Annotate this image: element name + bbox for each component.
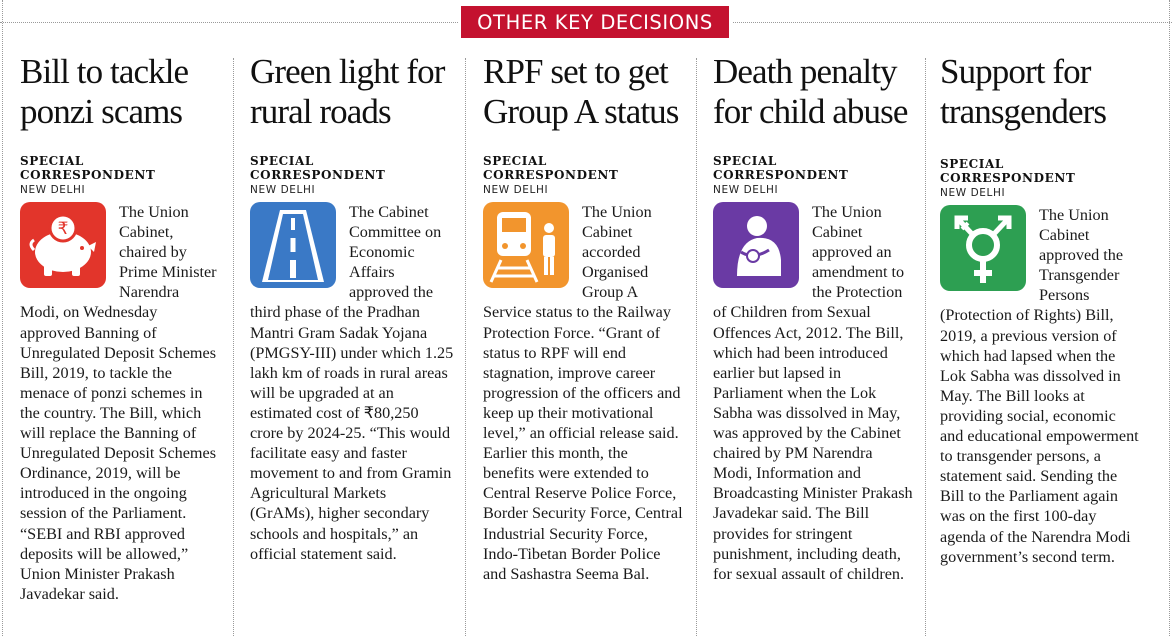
svg-text:₹: ₹ xyxy=(58,219,69,239)
story-body: The Union Cabinet accorded Organised Gro… xyxy=(483,202,683,583)
story-dateline: NEW DELHI xyxy=(483,184,549,196)
story-transgender-bill: Support for transgenders SPECIAL CORRESP… xyxy=(940,52,1140,567)
story-rural-roads: Green light for rural roads SPECIAL CORR… xyxy=(250,52,454,564)
story-body: The Union Cabinet approved the Transgend… xyxy=(940,205,1139,566)
story-byline: SPECIAL CORRESPONDENT xyxy=(940,157,1076,185)
story-headline: Green light for rural roads xyxy=(250,52,445,131)
story-headline: RPF set to get Group A status xyxy=(483,52,679,131)
column-divider xyxy=(465,58,466,636)
transgender-symbol-icon xyxy=(940,205,1026,291)
story-byline: SPECIAL CORRESPONDENT xyxy=(20,154,156,182)
column-divider xyxy=(696,58,697,636)
column-divider xyxy=(925,58,926,636)
story-body: The Union Cabinet approved an amendment … xyxy=(713,202,913,583)
crouching-child-icon xyxy=(713,202,799,288)
story-ponzi-bill: Bill to tackle ponzi scams SPECIAL CORRE… xyxy=(20,52,220,604)
train-icon xyxy=(483,202,569,288)
column-divider xyxy=(233,58,234,636)
section-banner: OTHER KEY DECISIONS xyxy=(461,6,729,38)
story-headline: Support for transgenders xyxy=(940,52,1107,131)
right-edge-rule xyxy=(1169,0,1170,636)
story-headline: Death penalty for child abuse xyxy=(713,52,908,131)
left-edge-rule xyxy=(2,0,3,636)
story-dateline: NEW DELHI xyxy=(250,184,316,196)
story-dateline: NEW DELHI xyxy=(20,184,86,196)
story-body: The Cabinet Committee on Economic Affair… xyxy=(250,202,454,563)
story-byline: SPECIAL CORRESPONDENT xyxy=(250,154,386,182)
story-rpf-status: RPF set to get Group A status SPECIAL CO… xyxy=(483,52,683,584)
story-body: ₹ The Union Cabinet, chaired by Prime Mi… xyxy=(20,202,217,603)
story-dateline: NEW DELHI xyxy=(713,184,779,196)
story-child-abuse: Death penalty for child abuse SPECIAL CO… xyxy=(713,52,913,584)
story-headline: Bill to tackle ponzi scams xyxy=(20,52,189,131)
piggy-bank-rupee-icon: ₹ xyxy=(20,202,106,288)
story-byline: SPECIAL CORRESPONDENT xyxy=(713,154,849,182)
story-dateline: NEW DELHI xyxy=(940,187,1006,199)
story-byline: SPECIAL CORRESPONDENT xyxy=(483,154,619,182)
road-icon xyxy=(250,202,336,288)
